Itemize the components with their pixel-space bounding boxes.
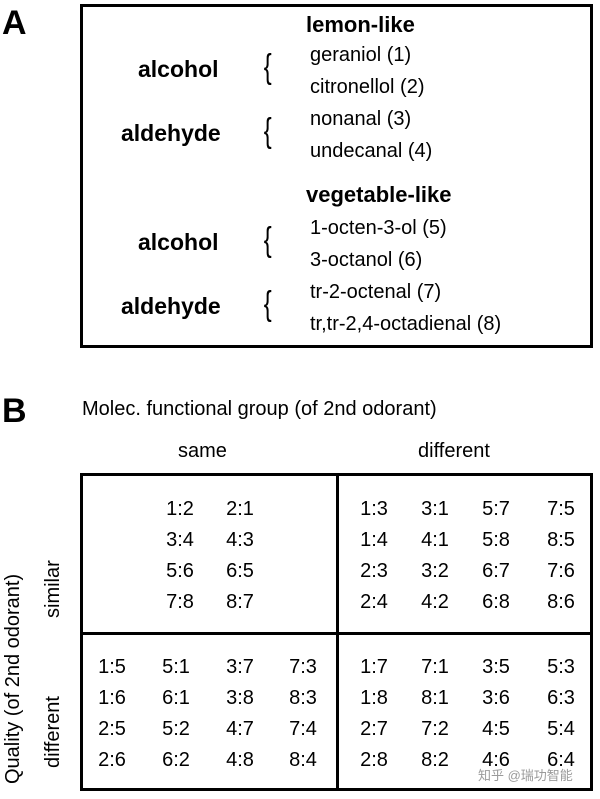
watermark-text: 知乎 @瑞功智能	[478, 768, 573, 783]
pair-cell-different-same: 3:8	[226, 687, 254, 709]
pair-cell-similar-same: 5:6	[166, 560, 194, 582]
row-header-similar: similar	[42, 560, 64, 618]
pair-cell-similar-different: 8:6	[547, 591, 575, 613]
pair-cell-different-different: 3:6	[482, 687, 510, 709]
pair-cell-different-different: 6:4	[547, 749, 575, 771]
compound-nonanal: nonanal (3)	[310, 108, 412, 130]
pair-cell-similar-same: 3:4	[166, 529, 194, 551]
class-label-aldehyde-lemon: aldehyde	[121, 120, 221, 146]
pair-cell-different-different: 7:2	[421, 718, 449, 740]
pair-cell-different-same: 1:6	[98, 687, 126, 709]
pair-cell-similar-different: 6:8	[482, 591, 510, 613]
panel-b-left-title: Quality (of 2nd odorant)	[2, 573, 24, 784]
pair-cell-different-same: 7:4	[289, 718, 317, 740]
pair-cell-similar-same: 7:8	[166, 591, 194, 613]
pair-cell-similar-different: 2:3	[360, 560, 388, 582]
compound-3-octanol: 3-octanol (6)	[310, 249, 423, 271]
pair-cell-different-different: 3:5	[482, 656, 510, 678]
pair-cell-different-different: 1:7	[360, 656, 388, 678]
group-heading-lemon: lemon-like	[306, 12, 415, 37]
pair-cell-different-different: 7:1	[421, 656, 449, 678]
class-label-aldehyde-vegetable: aldehyde	[121, 293, 221, 319]
group-heading-vegetable: vegetable-like	[306, 182, 452, 207]
pair-cell-similar-different: 2:4	[360, 591, 388, 613]
pair-cell-different-same: 8:4	[289, 749, 317, 771]
pair-cell-similar-different: 7:5	[547, 498, 575, 520]
pair-cell-different-different: 4:5	[482, 718, 510, 740]
grid-divider-horizontal	[80, 632, 593, 635]
pair-cell-similar-different: 5:8	[482, 529, 510, 551]
pair-cell-different-different: 8:2	[421, 749, 449, 771]
pair-cell-similar-different: 4:2	[421, 591, 449, 613]
pair-cell-similar-different: 7:6	[547, 560, 575, 582]
pair-cell-different-same: 2:6	[98, 749, 126, 771]
class-label-alcohol-vegetable: alcohol	[138, 229, 219, 255]
pair-cell-similar-different: 4:1	[421, 529, 449, 551]
compound-tr-tr-2-4-octadienal: tr,tr-2,4-octadienal (8)	[310, 313, 502, 335]
pair-cell-different-different: 6:3	[547, 687, 575, 709]
pair-cell-different-same: 3:7	[226, 656, 254, 678]
pair-cell-similar-different: 3:1	[421, 498, 449, 520]
pair-cell-similar-different: 8:5	[547, 529, 575, 551]
column-header-same: same	[178, 440, 227, 462]
pair-cell-different-same: 5:2	[162, 718, 190, 740]
panel-a-box	[80, 4, 593, 348]
brace-icon: {	[263, 112, 272, 150]
pair-cell-similar-different: 3:2	[421, 560, 449, 582]
pair-cell-different-same: 6:1	[162, 687, 190, 709]
compound-tr-2-octenal: tr-2-octenal (7)	[310, 281, 442, 303]
pair-cell-different-different: 8:1	[421, 687, 449, 709]
pair-cell-different-same: 5:1	[162, 656, 190, 678]
pair-cell-different-different: 5:4	[547, 718, 575, 740]
pair-cell-different-different: 1:8	[360, 687, 388, 709]
pair-cell-different-different: 2:7	[360, 718, 388, 740]
pair-cell-similar-same: 4:3	[226, 529, 254, 551]
panel-a-letter: A	[2, 4, 27, 42]
row-header-different: different	[42, 696, 64, 768]
pair-cell-similar-same: 1:2	[166, 498, 194, 520]
class-label-alcohol-lemon: alcohol	[138, 56, 219, 82]
pair-cell-different-same: 7:3	[289, 656, 317, 678]
pair-cell-similar-different: 1:4	[360, 529, 388, 551]
pair-cell-different-different: 5:3	[547, 656, 575, 678]
pair-cell-similar-different: 5:7	[482, 498, 510, 520]
pair-cell-different-same: 6:2	[162, 749, 190, 771]
panel-b-top-title: Molec. functional group (of 2nd odorant)	[82, 398, 437, 420]
pair-cell-similar-same: 6:5	[226, 560, 254, 582]
pair-cell-similar-different: 6:7	[482, 560, 510, 582]
panel-b-letter: B	[2, 392, 27, 430]
compound-geraniol: geraniol (1)	[310, 44, 412, 66]
brace-icon: {	[263, 48, 272, 86]
pair-cell-different-same: 4:7	[226, 718, 254, 740]
pair-cell-similar-different: 1:3	[360, 498, 388, 520]
pair-cell-different-same: 8:3	[289, 687, 317, 709]
pair-cell-different-different: 2:8	[360, 749, 388, 771]
compound-1-octen-3-ol: 1-octen-3-ol (5)	[310, 217, 447, 239]
pair-cell-similar-same: 2:1	[226, 498, 254, 520]
compound-undecanal: undecanal (4)	[310, 140, 433, 162]
pair-cell-different-same: 2:5	[98, 718, 126, 740]
compound-citronellol: citronellol (2)	[310, 76, 425, 98]
pair-cell-different-different: 4:6	[482, 749, 510, 771]
pair-cell-different-same: 4:8	[226, 749, 254, 771]
column-header-different: different	[418, 440, 490, 462]
pair-cell-similar-same: 8:7	[226, 591, 254, 613]
brace-icon: {	[263, 221, 272, 259]
pair-cell-different-same: 1:5	[98, 656, 126, 678]
brace-icon: {	[263, 285, 272, 323]
